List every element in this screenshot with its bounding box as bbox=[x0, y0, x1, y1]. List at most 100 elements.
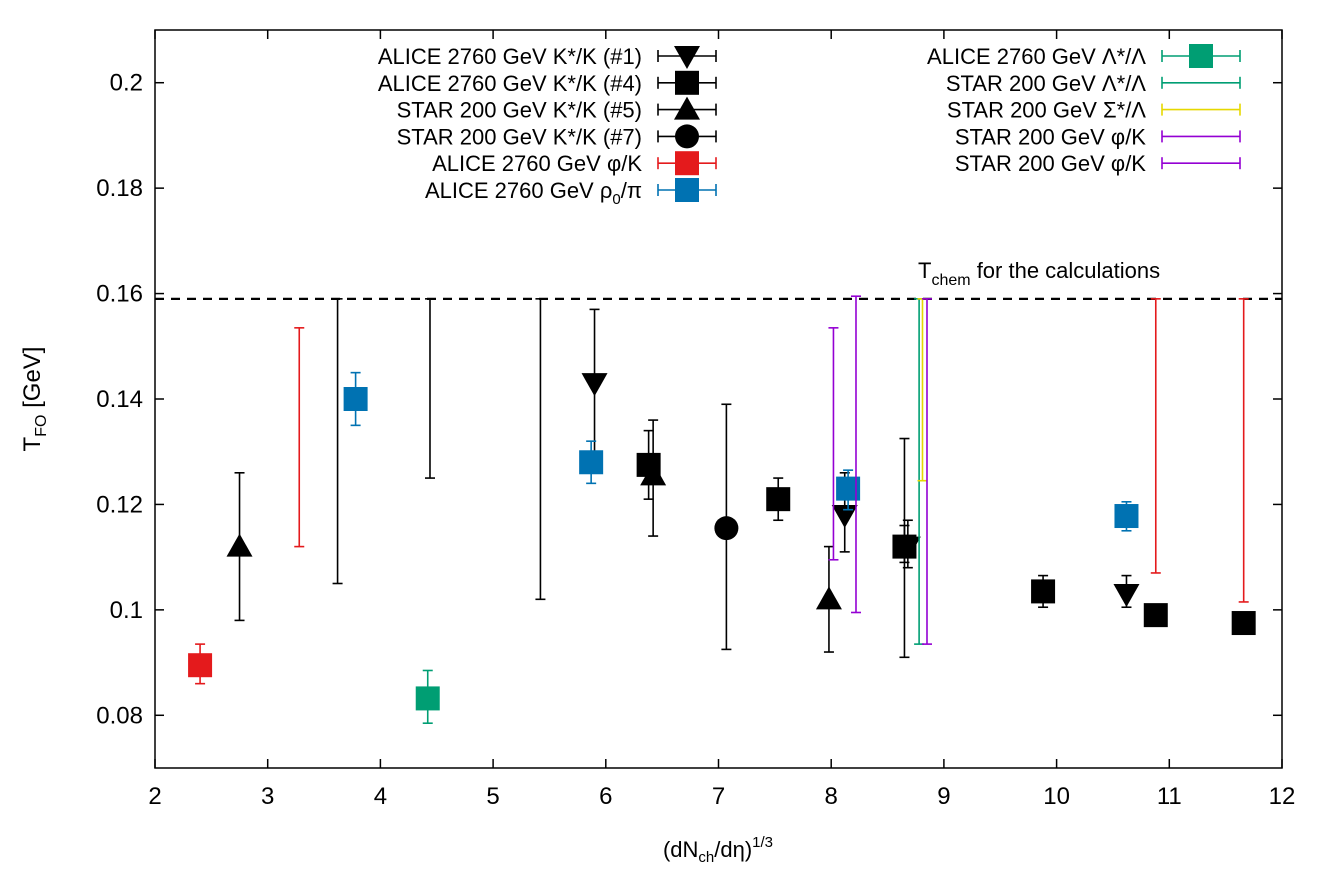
series bbox=[581, 308, 1140, 609]
legend-sample bbox=[1161, 130, 1241, 143]
legend-sample bbox=[1161, 103, 1241, 116]
data-point bbox=[850, 295, 861, 614]
marker-triangle-up bbox=[226, 533, 253, 557]
x-tick-label: 9 bbox=[937, 783, 950, 810]
data-point bbox=[636, 429, 661, 500]
series bbox=[636, 429, 1256, 636]
x-tick-label: 12 bbox=[1269, 783, 1296, 810]
legend-item: STAR 200 GeV K*/K (#5) bbox=[397, 96, 717, 123]
data-point bbox=[815, 545, 842, 653]
series bbox=[921, 298, 932, 645]
legend-item: ALICE 2760 GeV φ/K bbox=[432, 151, 717, 176]
legend-sample bbox=[657, 178, 717, 202]
data-point bbox=[921, 298, 932, 645]
marker-circle bbox=[714, 516, 739, 541]
data-point bbox=[535, 298, 546, 601]
x-tick-label: 3 bbox=[261, 783, 274, 810]
marker-square bbox=[1189, 44, 1213, 68]
legend-item: STAR 200 GeV Σ*/Λ bbox=[947, 98, 1241, 123]
series bbox=[415, 669, 440, 724]
y-tick-label: 0.16 bbox=[96, 281, 143, 308]
y-axis-label: TFO [GeV] bbox=[19, 347, 50, 452]
legend-label: ALICE 2760 GeV K*/K (#4) bbox=[378, 71, 642, 96]
legend-sample bbox=[1161, 44, 1241, 68]
legend-label: ALICE 2760 GeV K*/K (#1) bbox=[378, 44, 642, 69]
data-point bbox=[714, 403, 739, 651]
series bbox=[828, 295, 861, 614]
x-tick-label: 6 bbox=[599, 783, 612, 810]
x-axis-label-sub: ch bbox=[698, 849, 714, 866]
reference-line-label: Tchem for the calculations bbox=[918, 258, 1160, 289]
legend-label: STAR 200 GeV Λ*/Λ bbox=[946, 71, 1146, 96]
marker-triangle-up bbox=[674, 96, 700, 120]
data-point bbox=[828, 327, 839, 561]
y-tick-label: 0.08 bbox=[96, 702, 143, 729]
data-point bbox=[1231, 611, 1256, 636]
marker-triangle-down bbox=[674, 46, 700, 69]
marker-triangle-up bbox=[815, 586, 842, 610]
error-bar bbox=[424, 298, 435, 479]
legend-item: STAR 200 GeV φ/K bbox=[955, 151, 1241, 176]
marker-square bbox=[675, 151, 699, 176]
data-point bbox=[343, 371, 368, 427]
legend-label: STAR 200 GeV φ/K bbox=[955, 124, 1146, 149]
marker-square bbox=[1114, 504, 1139, 529]
x-axis-label: (dNch/dη)1/3 bbox=[663, 834, 773, 866]
marker-square bbox=[415, 686, 440, 711]
data-point bbox=[1238, 298, 1249, 603]
data-point bbox=[766, 477, 791, 522]
legend-item: STAR 200 GeV Λ*/Λ bbox=[946, 71, 1241, 96]
legend-label: STAR 200 GeV Σ*/Λ bbox=[947, 98, 1146, 123]
data-point bbox=[294, 327, 305, 548]
x-tick-label: 8 bbox=[825, 783, 838, 810]
series bbox=[188, 298, 1249, 685]
marker-square bbox=[1231, 611, 1256, 636]
error-bar bbox=[1150, 298, 1161, 574]
marker-triangle-down bbox=[1113, 584, 1140, 608]
legend-item: STAR 200 GeV φ/K bbox=[955, 124, 1241, 149]
reference-line-label-sub: chem bbox=[931, 272, 970, 289]
error-bar bbox=[850, 295, 861, 614]
legend-label: STAR 200 GeV K*/K (#7) bbox=[397, 124, 642, 149]
data-point bbox=[899, 437, 910, 659]
data-point bbox=[415, 669, 440, 724]
legend-label-part: ALICE 2760 GeV ρ bbox=[425, 178, 612, 203]
marker-square bbox=[675, 70, 699, 95]
legend-label: ALICE 2760 GeV φ/K bbox=[432, 151, 642, 176]
y-tick-label: 0.14 bbox=[96, 386, 143, 413]
data-point bbox=[1143, 603, 1168, 628]
data-point bbox=[226, 471, 253, 622]
error-bar bbox=[294, 327, 305, 548]
x-tick-label: 5 bbox=[486, 783, 499, 810]
error-bar bbox=[921, 298, 932, 645]
data-point bbox=[424, 298, 435, 479]
data-point bbox=[1031, 574, 1056, 609]
marker-square bbox=[188, 653, 213, 678]
legend-sample bbox=[657, 151, 717, 176]
marker-square bbox=[1143, 603, 1168, 628]
legend-item: ALICE 2760 GeV Λ*/Λ bbox=[927, 44, 1241, 69]
marker-square bbox=[1031, 579, 1056, 604]
series bbox=[226, 419, 842, 653]
legend-label: STAR 200 GeV K*/K (#5) bbox=[397, 98, 642, 123]
marker-triangle-down bbox=[831, 504, 858, 528]
legend-sample bbox=[1161, 76, 1241, 89]
marker-triangle-up bbox=[640, 462, 667, 486]
legend-label-sub: 0 bbox=[612, 191, 620, 208]
y-axis-label-sub: FO bbox=[33, 415, 50, 437]
error-bar bbox=[1238, 298, 1249, 603]
marker-square bbox=[343, 387, 368, 411]
y-tick-label: 0.12 bbox=[96, 491, 143, 518]
axis-ticks: 2 3 4 5 6 7 8 9 10 11 12 0.08 0.1 0.12 0.14 0.16 0.18 0.2 bbox=[96, 30, 1295, 810]
marker-square bbox=[675, 178, 699, 202]
legend-item: ALICE 2760 GeV ρ0/π bbox=[425, 178, 717, 208]
legend: ALICE 2760 GeV K*/K (#1)ALICE 2760 GeV K… bbox=[378, 44, 1241, 208]
data-point bbox=[579, 440, 604, 485]
x-tick-label: 7 bbox=[712, 783, 725, 810]
x-tick-label: 10 bbox=[1043, 783, 1070, 810]
legend-label: STAR 200 GeV φ/K bbox=[955, 151, 1146, 176]
error-bar bbox=[828, 327, 839, 561]
legend-sample bbox=[657, 96, 717, 120]
marker-circle bbox=[675, 124, 699, 149]
